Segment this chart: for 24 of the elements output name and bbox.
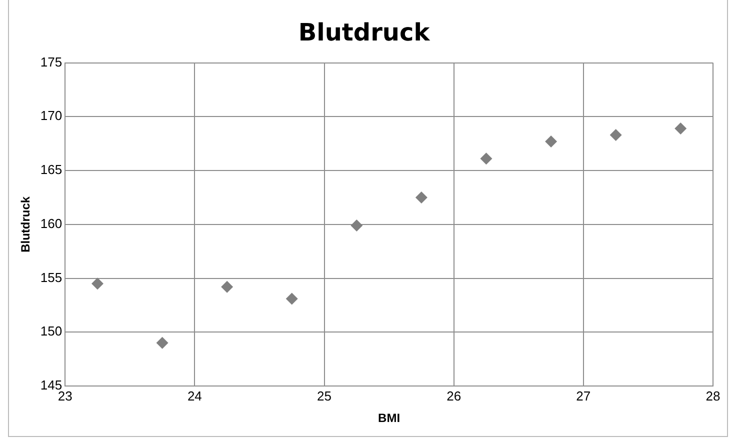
y-tick-label: 150	[40, 324, 62, 339]
y-tick-label: 155	[40, 270, 62, 285]
y-tick-label: 175	[40, 54, 62, 70]
x-axis-title: BMI	[378, 411, 400, 426]
point	[610, 128, 622, 141]
point	[415, 191, 428, 204]
point	[221, 280, 234, 293]
x-tick-label: 27	[576, 388, 591, 404]
y-axis-title: Blutdruck	[18, 196, 33, 252]
point	[350, 219, 363, 232]
point	[480, 152, 492, 165]
point	[545, 135, 558, 148]
x-tick-label: 24	[187, 388, 202, 404]
chart-title: Blutdruck	[298, 18, 431, 47]
point	[91, 278, 104, 290]
x-tick-label: 26	[446, 388, 462, 404]
y-tick-label: 160	[40, 216, 62, 231]
y-tick-label: 170	[40, 108, 62, 124]
point	[156, 336, 168, 349]
x-tick-label: 28	[706, 388, 720, 404]
y-tick-label: 165	[40, 162, 62, 178]
point	[286, 292, 298, 305]
point	[674, 122, 687, 135]
x-tick-label: 25	[317, 388, 332, 404]
